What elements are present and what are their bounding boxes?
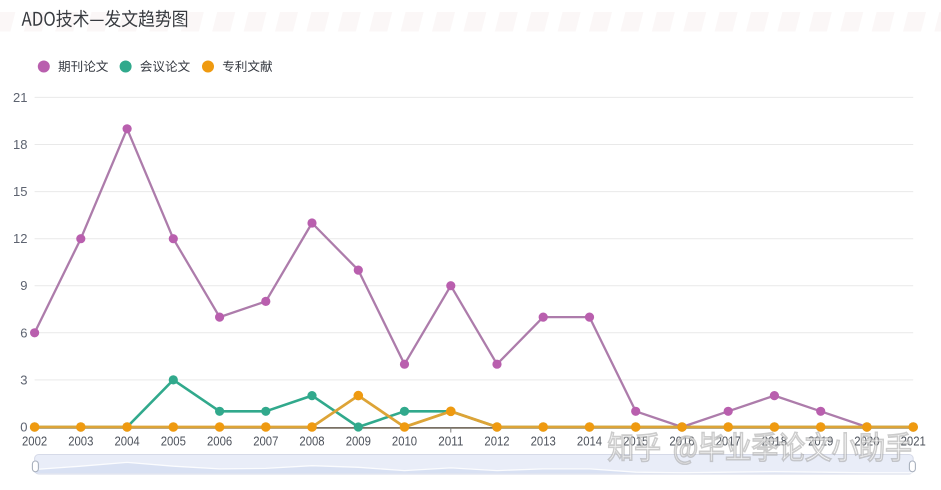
svg-text:9: 9 [20, 278, 27, 293]
svg-text:2008: 2008 [299, 434, 324, 449]
svg-text:2002: 2002 [22, 434, 47, 449]
svg-text:2010: 2010 [392, 434, 417, 449]
svg-text:18: 18 [13, 137, 27, 152]
svg-text:2007: 2007 [253, 434, 278, 449]
svg-text:2009: 2009 [346, 434, 371, 449]
svg-text:2021: 2021 [901, 434, 926, 449]
svg-text:2006: 2006 [207, 434, 232, 449]
svg-text:15: 15 [13, 184, 27, 199]
svg-text:2003: 2003 [68, 434, 93, 449]
svg-text:2004: 2004 [115, 434, 140, 449]
svg-text:2005: 2005 [161, 434, 186, 449]
svg-text:3: 3 [20, 372, 27, 387]
svg-text:2014: 2014 [577, 434, 602, 449]
svg-text:12: 12 [13, 231, 27, 246]
svg-text:2013: 2013 [531, 434, 556, 449]
svg-text:2011: 2011 [438, 434, 463, 449]
svg-text:21: 21 [13, 90, 27, 105]
svg-text:6: 6 [20, 325, 27, 340]
svg-text:2012: 2012 [484, 434, 509, 449]
svg-text:0: 0 [20, 420, 27, 435]
